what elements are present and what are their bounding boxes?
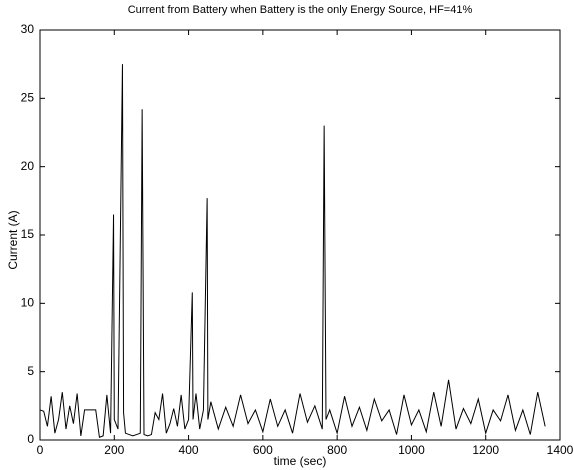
data-line bbox=[39, 64, 546, 438]
y-tick-label: 10 bbox=[21, 296, 35, 310]
y-axis-label: Current (A) bbox=[6, 210, 20, 269]
x-tick-label: 400 bbox=[179, 443, 199, 457]
x-tick-label: 200 bbox=[104, 443, 124, 457]
chart-title: Current from Battery when Battery is the… bbox=[128, 4, 473, 16]
x-tick-label: 0 bbox=[37, 443, 44, 457]
y-tick-label: 0 bbox=[27, 432, 34, 446]
x-tick-label: 1200 bbox=[472, 443, 499, 457]
y-tick-label: 20 bbox=[21, 159, 35, 173]
x-tick-label: 1000 bbox=[398, 443, 425, 457]
x-axis-label: time (sec) bbox=[274, 454, 327, 468]
x-tick-label: 800 bbox=[327, 443, 347, 457]
y-tick-label: 30 bbox=[21, 22, 35, 36]
y-tick-label: 15 bbox=[21, 227, 35, 241]
plot-frame bbox=[39, 29, 561, 441]
y-tick-label: 5 bbox=[27, 364, 34, 378]
x-tick-label: 1400 bbox=[547, 443, 574, 457]
y-tick-label: 25 bbox=[21, 91, 35, 105]
x-tick-label: 600 bbox=[253, 443, 273, 457]
